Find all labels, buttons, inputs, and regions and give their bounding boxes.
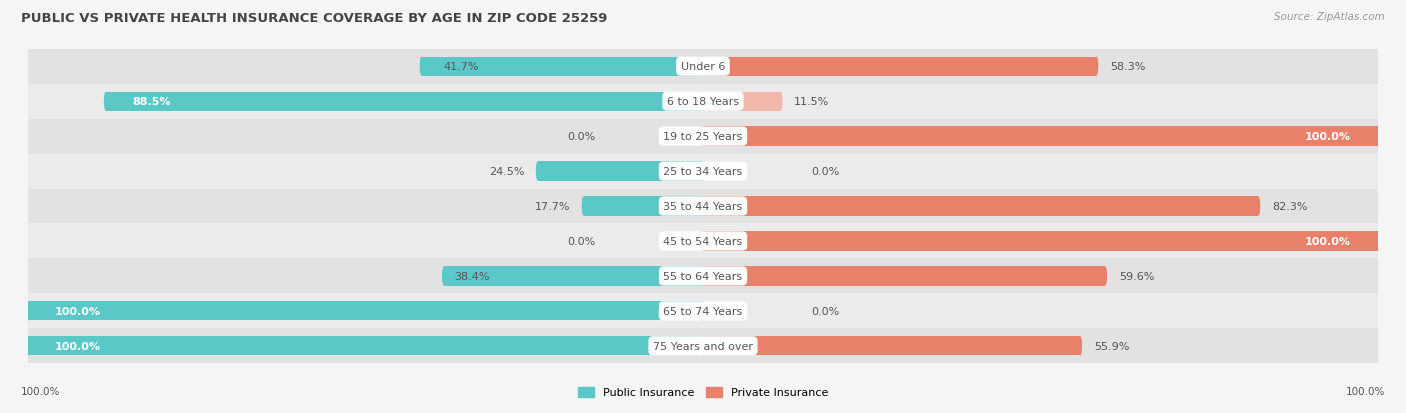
Text: 100.0%: 100.0% [21,387,60,396]
Text: 100.0%: 100.0% [55,341,101,351]
Bar [703,127,1378,146]
Bar [703,232,1378,251]
Circle shape [1095,57,1098,76]
Bar [703,92,780,112]
Circle shape [1078,337,1083,356]
Bar [583,197,703,216]
Bar [28,154,1378,189]
Text: PUBLIC VS PRIVATE HEALTH INSURANCE COVERAGE BY AGE IN ZIP CODE 25259: PUBLIC VS PRIVATE HEALTH INSURANCE COVER… [21,12,607,25]
Text: 59.6%: 59.6% [1119,271,1154,281]
Text: 55 to 64 Years: 55 to 64 Years [664,271,742,281]
Bar [28,119,1378,154]
Circle shape [702,57,704,76]
Bar [28,50,1378,84]
Text: 75 Years and over: 75 Years and over [652,341,754,351]
Text: 38.4%: 38.4% [454,271,489,281]
Circle shape [702,337,704,356]
Circle shape [702,301,704,321]
Circle shape [702,197,704,216]
Text: 100.0%: 100.0% [1346,387,1385,396]
Circle shape [536,162,540,181]
Text: 41.7%: 41.7% [443,62,479,72]
Circle shape [27,337,30,356]
Bar [444,267,703,286]
Circle shape [702,267,704,286]
Text: 88.5%: 88.5% [132,97,172,107]
Circle shape [1257,197,1260,216]
Text: 25 to 34 Years: 25 to 34 Years [664,166,742,177]
Text: 0.0%: 0.0% [811,306,839,316]
Legend: Public Insurance, Private Insurance: Public Insurance, Private Insurance [574,382,832,402]
Text: 82.3%: 82.3% [1272,202,1308,211]
Bar [28,337,703,356]
Circle shape [702,232,704,251]
Text: 19 to 25 Years: 19 to 25 Years [664,132,742,142]
Bar [28,259,1378,294]
Bar [28,294,1378,329]
Circle shape [702,337,704,356]
Text: 65 to 74 Years: 65 to 74 Years [664,306,742,316]
Bar [537,162,703,181]
Circle shape [702,127,704,146]
Text: 6 to 18 Years: 6 to 18 Years [666,97,740,107]
Text: 24.5%: 24.5% [489,166,524,177]
Bar [703,197,1258,216]
Circle shape [779,92,783,112]
Circle shape [1376,127,1379,146]
Text: Under 6: Under 6 [681,62,725,72]
Bar [28,329,1378,363]
Circle shape [702,92,704,112]
Text: 100.0%: 100.0% [1305,132,1351,142]
Text: 11.5%: 11.5% [794,97,830,107]
Bar [28,224,1378,259]
Text: 0.0%: 0.0% [567,132,595,142]
Text: 58.3%: 58.3% [1109,62,1146,72]
Text: 45 to 54 Years: 45 to 54 Years [664,236,742,247]
Text: 35 to 44 Years: 35 to 44 Years [664,202,742,211]
Circle shape [420,57,423,76]
Bar [703,267,1105,286]
Bar [703,337,1080,356]
Circle shape [702,57,704,76]
Circle shape [702,197,704,216]
Bar [422,57,703,76]
Bar [28,189,1378,224]
Circle shape [702,162,704,181]
Text: Source: ZipAtlas.com: Source: ZipAtlas.com [1274,12,1385,22]
Bar [703,57,1097,76]
Circle shape [104,92,108,112]
Circle shape [1376,232,1379,251]
Text: 17.7%: 17.7% [534,202,569,211]
Bar [28,84,1378,119]
Text: 100.0%: 100.0% [55,306,101,316]
Circle shape [582,197,585,216]
Text: 55.9%: 55.9% [1094,341,1129,351]
Bar [28,301,703,321]
Text: 100.0%: 100.0% [1305,236,1351,247]
Circle shape [1104,267,1107,286]
Circle shape [27,301,30,321]
Text: 0.0%: 0.0% [567,236,595,247]
Circle shape [702,92,704,112]
Text: 0.0%: 0.0% [811,166,839,177]
Circle shape [702,267,704,286]
Circle shape [441,267,446,286]
Bar [105,92,703,112]
